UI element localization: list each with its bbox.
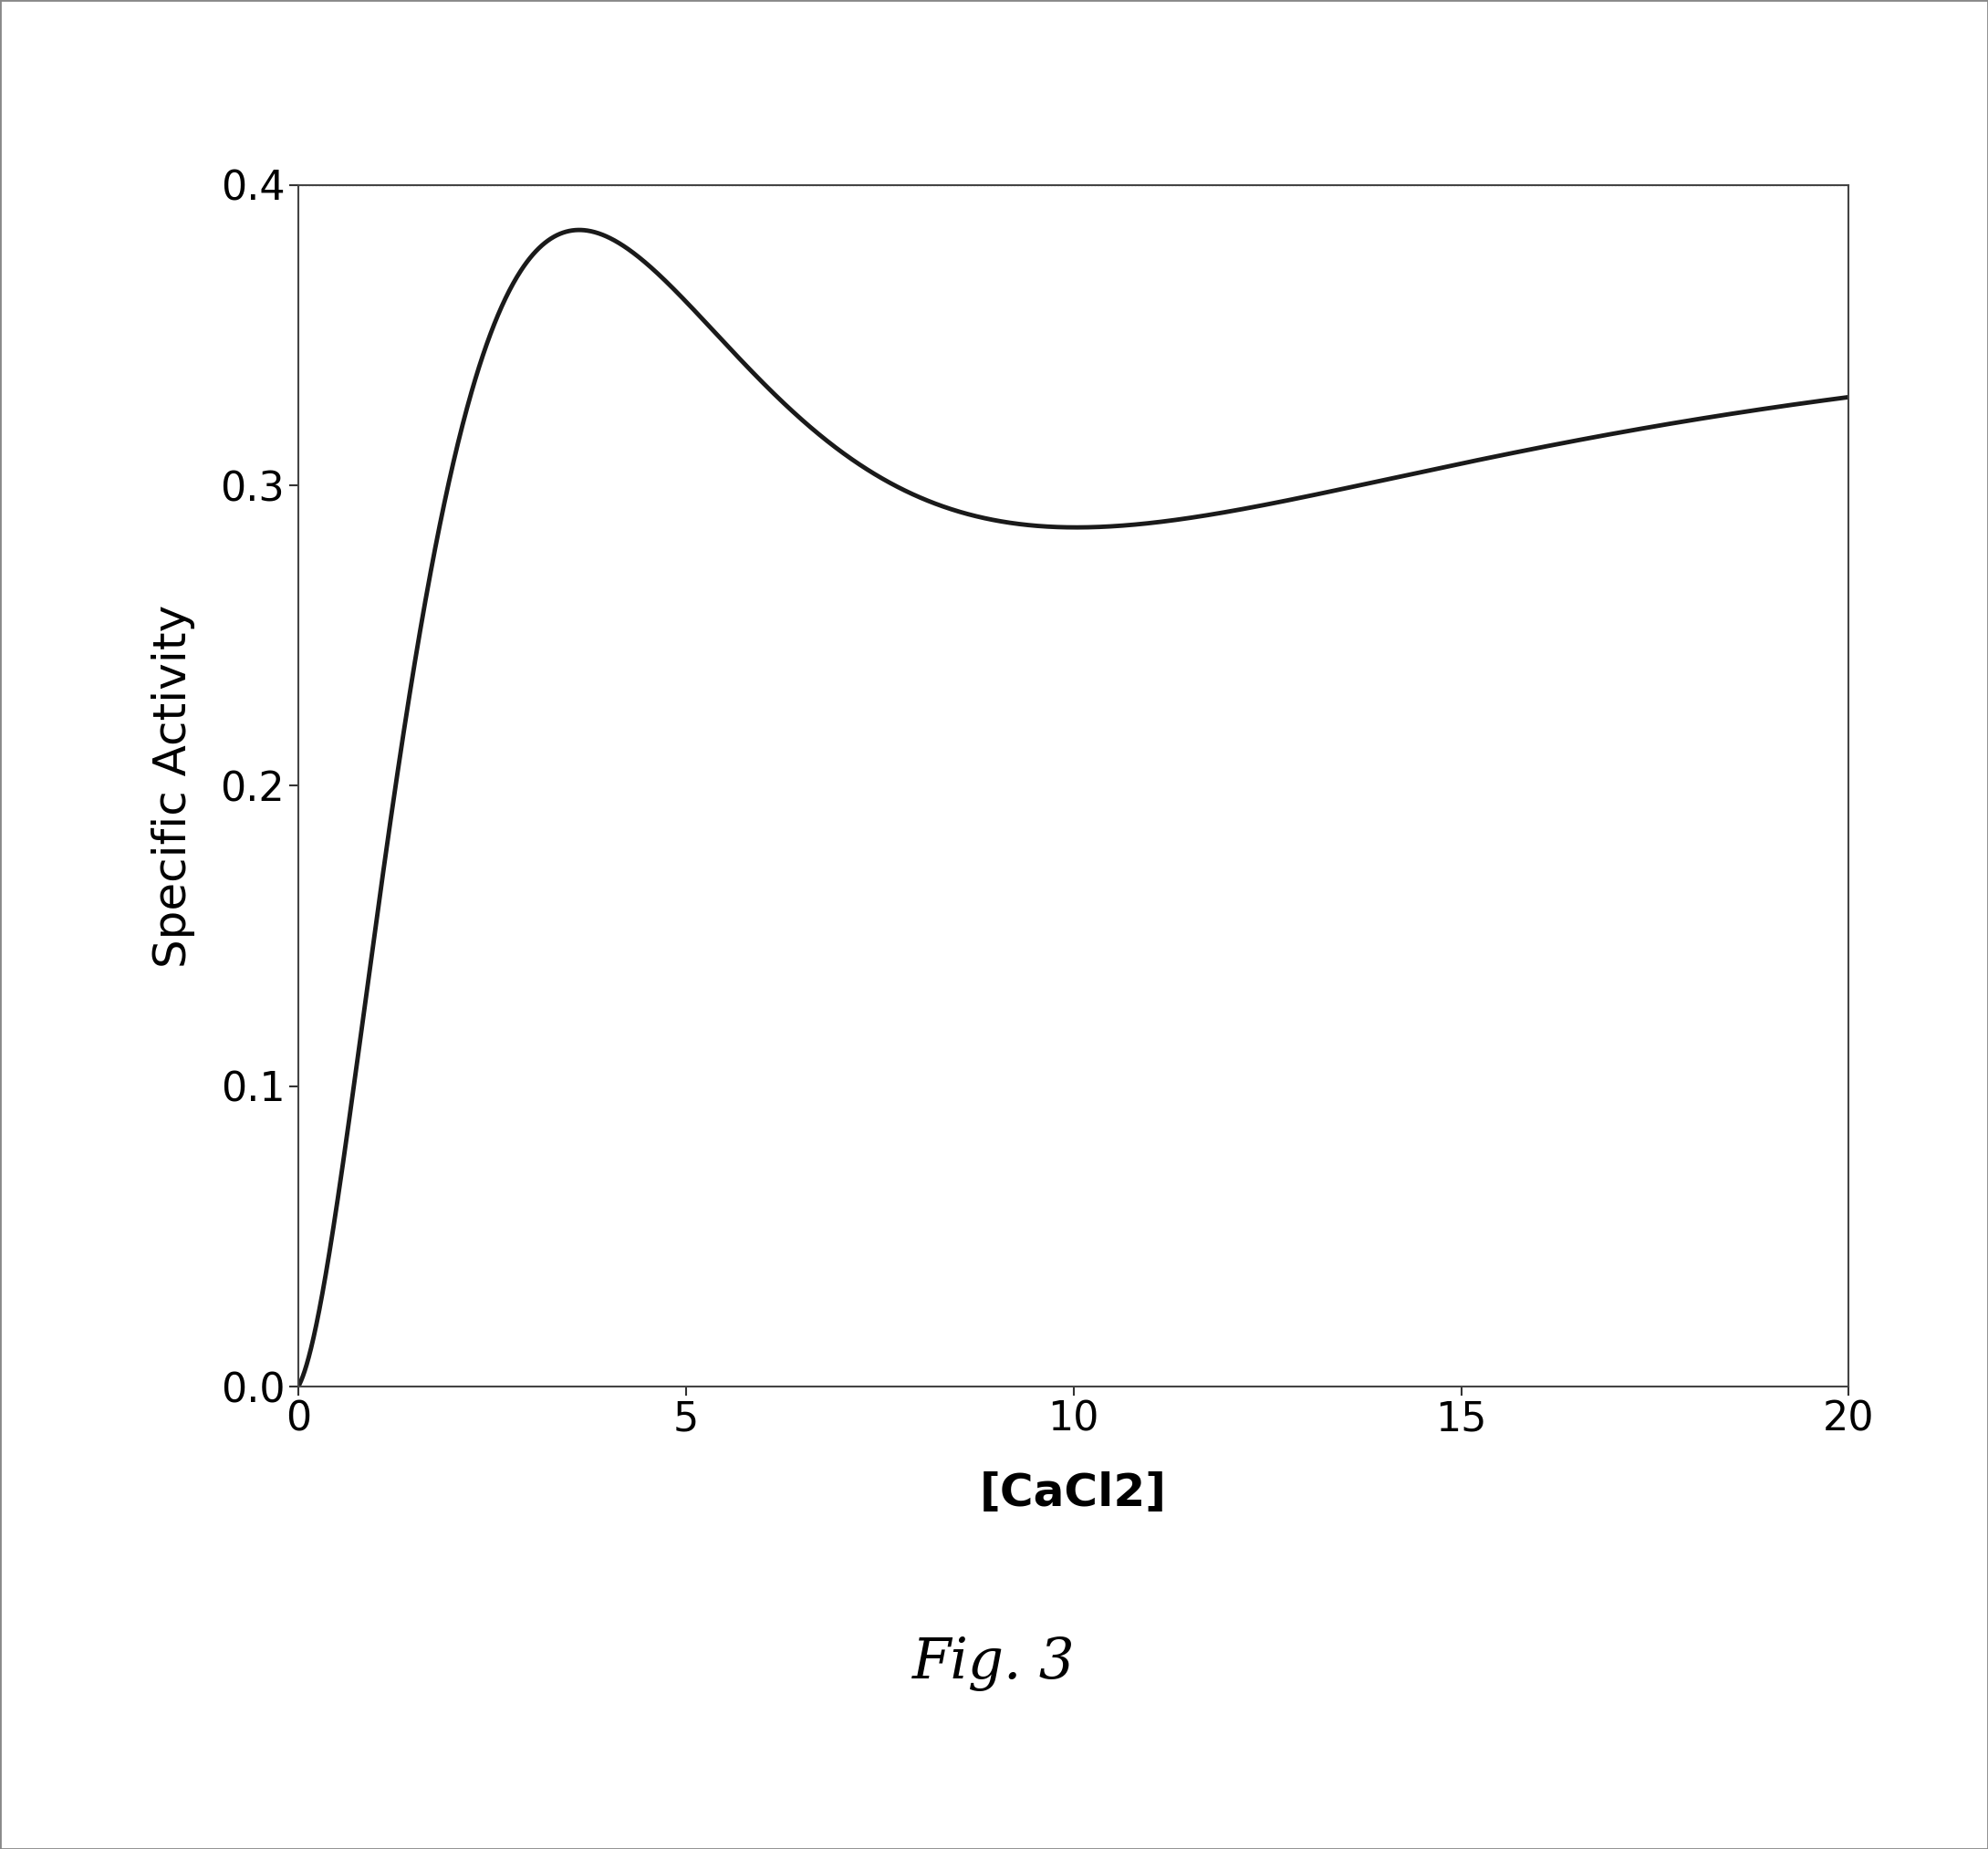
- X-axis label: [CaCl2]: [CaCl2]: [980, 1472, 1167, 1514]
- Y-axis label: Specific Activity: Specific Activity: [151, 605, 195, 967]
- Text: Fig. 3: Fig. 3: [912, 1636, 1076, 1692]
